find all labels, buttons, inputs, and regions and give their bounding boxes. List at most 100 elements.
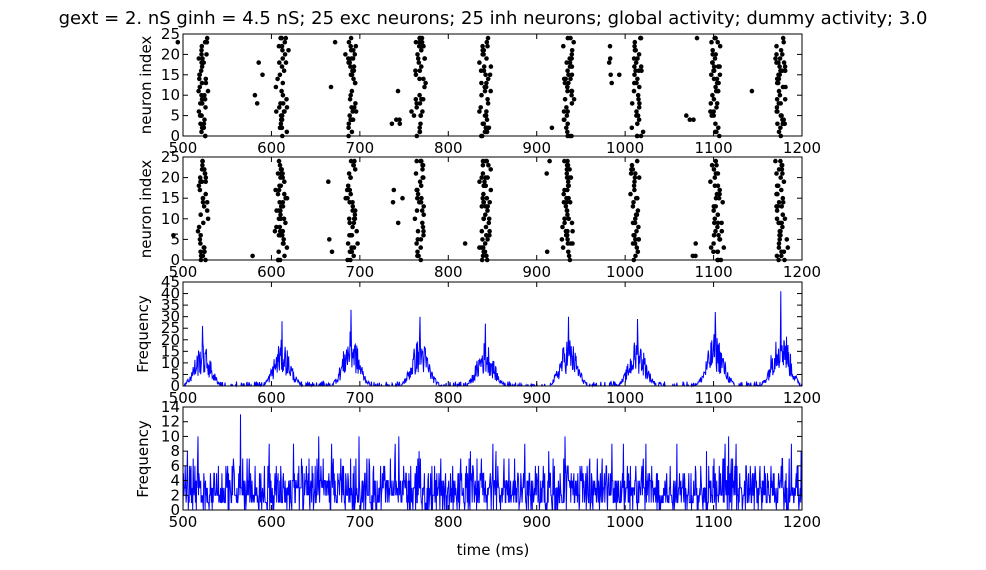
spike-dot <box>412 216 418 222</box>
spike-dot <box>390 200 396 205</box>
spike-dot <box>282 39 288 45</box>
spike-dot <box>276 187 282 193</box>
spike-dot <box>272 228 278 234</box>
x-tick-label: 500 <box>169 139 198 157</box>
y-tick-label: 20 <box>161 169 180 187</box>
spike-dot <box>485 237 490 242</box>
spike-dot <box>414 101 420 106</box>
spike-dot <box>564 200 569 205</box>
spike-dot <box>566 195 571 201</box>
spike-dot <box>198 241 203 246</box>
spike-dot <box>418 113 424 118</box>
y-tick-label: 0 <box>170 127 180 145</box>
spike-dot <box>715 88 721 94</box>
spike-dot <box>329 249 335 255</box>
spike-dot <box>480 162 486 168</box>
spike-dot <box>631 183 637 189</box>
spike-dot <box>280 175 286 180</box>
spike-dot <box>415 249 420 255</box>
spike-dot <box>711 76 717 82</box>
x-tick-label: 700 <box>346 139 375 157</box>
spike-dot <box>198 179 203 184</box>
spike-dot <box>175 39 181 45</box>
spike-dot <box>260 72 265 78</box>
spike-dot <box>782 68 788 73</box>
spike-dot <box>487 228 492 234</box>
spike-dot <box>282 191 287 197</box>
inh-raster-ylabel: neuron index <box>137 160 155 259</box>
spike-dot <box>544 249 550 255</box>
spike-dot <box>202 92 207 98</box>
spike-dot <box>783 84 788 90</box>
spike-dot <box>483 158 489 164</box>
spike-dot <box>544 171 549 176</box>
spike-dot <box>780 224 785 230</box>
global-activity-ticks: 500 600 700 800 900 1000 1100 1200 0510152025303… <box>161 273 821 407</box>
spike-dot <box>200 200 206 205</box>
spike-dot <box>486 125 492 131</box>
spike-dot <box>636 97 641 102</box>
spike-dot <box>274 224 279 230</box>
spike-dot <box>634 109 639 114</box>
spike-dot <box>635 121 640 127</box>
spike-dot <box>712 220 717 226</box>
spike-dot <box>565 109 570 114</box>
spike-dot <box>716 125 721 131</box>
spike-dot <box>634 158 640 164</box>
spike-dot <box>413 171 419 176</box>
spike-dot <box>486 216 492 222</box>
spike-dot <box>250 253 255 259</box>
spike-dot <box>196 224 202 230</box>
spike-dot <box>715 183 721 189</box>
spike-dot <box>713 195 719 201</box>
panel-exc-raster: 500 600 700 800 900 1000 1100 1200 0 5 10 15 20 25 ne… <box>137 25 821 157</box>
x-tick-label: 900 <box>522 263 551 281</box>
spike-dot <box>409 109 414 114</box>
spike-dot <box>632 64 637 69</box>
x-tick-label: 1100 <box>694 513 732 531</box>
spike-dot <box>199 125 205 131</box>
spike-dot <box>484 39 490 45</box>
y-tick-label: 5 <box>170 230 180 248</box>
spike-dot <box>633 60 639 65</box>
spike-dot <box>411 113 417 118</box>
spike-dot <box>199 129 204 135</box>
spike-dot <box>281 237 287 242</box>
spike-dot <box>693 241 698 246</box>
spike-dot <box>709 113 714 118</box>
spike-dot <box>420 162 426 168</box>
spike-dot <box>417 125 423 131</box>
spike-dot <box>279 167 285 172</box>
spike-dot <box>637 84 642 90</box>
spike-dot <box>279 43 285 49</box>
spike-dot <box>355 241 360 246</box>
spike-dot <box>343 195 349 201</box>
spike-dot <box>547 158 552 164</box>
spike-dot <box>638 35 644 41</box>
spike-dot <box>198 212 203 217</box>
global-activity-ylabel: Frequency <box>134 295 152 373</box>
spike-dot <box>776 200 782 205</box>
spike-dot <box>418 158 423 164</box>
spike-dot <box>479 92 484 98</box>
spike-dot <box>569 48 575 53</box>
spike-dot <box>711 208 716 213</box>
spike-dot <box>780 200 786 205</box>
spike-dot <box>481 191 486 197</box>
spike-dot <box>397 121 403 127</box>
spike-dot <box>564 171 570 176</box>
spike-dot <box>422 84 427 90</box>
spike-dot <box>478 68 484 73</box>
y-tick-label: 45 <box>161 273 180 291</box>
spike-dot <box>629 101 635 106</box>
spike-dot <box>278 121 284 127</box>
spike-dot <box>352 158 357 164</box>
spike-dot <box>275 171 281 176</box>
spike-dot <box>204 35 210 41</box>
spike-dot <box>713 52 718 57</box>
x-tick-label: 1200 <box>783 139 821 157</box>
spike-dot <box>480 237 485 242</box>
spike-dot <box>777 228 783 234</box>
spike-dot <box>283 60 289 65</box>
spike-dot <box>419 35 425 41</box>
